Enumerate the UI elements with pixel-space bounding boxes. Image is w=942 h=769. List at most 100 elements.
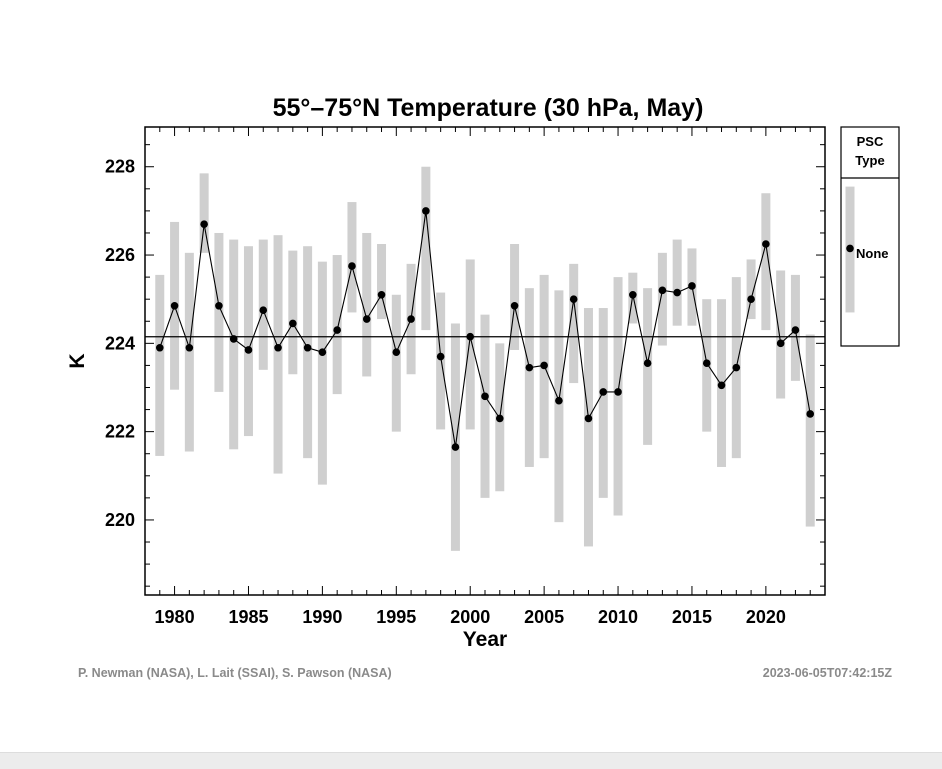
range-bar-2000	[465, 259, 475, 430]
x-tick-label-1995: 1995	[376, 607, 416, 627]
x-tick-label-2005: 2005	[524, 607, 564, 627]
range-bar-2010	[613, 277, 623, 516]
data-point-2001	[481, 392, 489, 401]
range-bar-2001	[480, 314, 490, 498]
range-bar-1991	[332, 255, 342, 395]
data-point-2007	[569, 295, 578, 303]
data-point-2013	[658, 286, 667, 295]
data-point-1998	[436, 352, 445, 361]
credit-text: P. Newman (NASA), L. Lait (SSAI), S. Paw…	[78, 666, 392, 680]
x-axis-title: Year	[463, 628, 507, 651]
range-bar-1999	[450, 323, 460, 551]
data-point-2002	[495, 414, 504, 423]
data-point-1984	[229, 335, 238, 343]
chart-title: 55°–75°N Temperature (30 hPa, May)	[273, 94, 704, 122]
data-point-2006	[555, 396, 563, 405]
y-tick-label-228: 228	[105, 157, 135, 177]
data-point-2022	[791, 326, 800, 334]
timestamp-text: 2023-06-05T07:42:15Z	[763, 666, 893, 680]
data-point-1988	[289, 319, 297, 328]
range-bar-2008	[583, 308, 593, 547]
data-point-2014	[673, 288, 681, 297]
data-point-2010	[614, 388, 622, 396]
data-point-2017	[717, 381, 726, 390]
data-point-2019	[747, 295, 755, 303]
range-bar-2019	[746, 259, 756, 320]
data-point-2005	[540, 361, 548, 370]
legend-title-line2: Type	[855, 153, 884, 168]
data-point-2021	[776, 339, 785, 348]
data-point-1997	[422, 207, 430, 215]
range-bar-1993	[362, 232, 372, 377]
data-point-2015	[688, 282, 696, 290]
plot-area	[145, 166, 825, 551]
range-bar-1998	[436, 292, 446, 430]
data-point-1991	[333, 326, 341, 334]
range-bar-1995	[391, 294, 401, 432]
data-point-1993	[362, 315, 371, 323]
data-point-1983	[215, 302, 223, 310]
range-bar-1981	[184, 252, 194, 452]
y-tick-label-222: 222	[105, 422, 135, 442]
x-tick-label-2010: 2010	[598, 607, 638, 627]
legend-marker	[846, 244, 854, 253]
data-point-1979	[155, 343, 164, 352]
x-tick-label-1985: 1985	[228, 607, 268, 627]
data-point-2003	[510, 302, 519, 310]
range-bar-1989	[303, 246, 313, 459]
y-axis-title: K	[66, 353, 89, 368]
data-point-1995	[392, 348, 401, 356]
range-bar-2013	[657, 252, 667, 346]
legend: PSC Type None	[840, 126, 900, 347]
data-point-2020	[762, 240, 770, 248]
legend-entry-label: None	[856, 246, 889, 261]
y-tick-label-226: 226	[105, 245, 135, 265]
range-bar-2007	[569, 263, 579, 384]
range-bar-2004	[524, 288, 534, 467]
data-point-2009	[599, 388, 608, 396]
data-point-1989	[303, 343, 312, 352]
data-point-2018	[732, 363, 741, 372]
data-point-2008	[584, 414, 593, 423]
range-bar-1990	[317, 261, 327, 485]
data-point-1981	[185, 343, 194, 352]
range-bar-2006	[554, 290, 564, 523]
range-bar-2003	[510, 244, 520, 350]
range-bar-2009	[598, 308, 608, 498]
y-tick-label-224: 224	[105, 333, 135, 353]
range-bar-1984	[229, 239, 239, 450]
y-tick-label-220: 220	[105, 510, 135, 530]
range-bar-1992	[347, 202, 357, 313]
data-point-1994	[377, 290, 386, 299]
range-bar-1994	[377, 244, 387, 320]
range-bar-1979	[155, 274, 165, 456]
data-point-2016	[702, 359, 711, 368]
range-bar-2020	[761, 193, 771, 331]
data-point-1987	[274, 343, 282, 352]
range-bar-2023	[805, 334, 815, 527]
x-tick-label-2020: 2020	[746, 607, 786, 627]
data-point-2000	[466, 332, 475, 341]
data-point-2011	[629, 290, 637, 299]
data-point-1985	[244, 346, 253, 354]
range-bar-1988	[288, 250, 298, 375]
range-bar-2021	[776, 270, 786, 399]
window-bottom-strip	[0, 752, 942, 769]
x-tick-label-2015: 2015	[672, 607, 712, 627]
data-point-1980	[170, 302, 179, 310]
legend-entry	[845, 186, 855, 313]
x-tick-label-2000: 2000	[450, 607, 490, 627]
legend-title-line1: PSC	[857, 134, 884, 149]
axes: 1980 1985 1990 1995 2000 2005 2010 2015 2020 220 2…	[105, 127, 825, 627]
data-point-1982	[200, 220, 208, 228]
data-point-2004	[525, 363, 534, 372]
data-point-1990	[318, 348, 327, 356]
x-tick-label-1990: 1990	[302, 607, 342, 627]
range-bar-1982	[199, 173, 209, 253]
range-bar-1985	[243, 246, 253, 437]
data-point-2012	[643, 359, 652, 368]
range-bar-1997	[421, 166, 431, 331]
range-bar-1986	[258, 239, 268, 370]
data-point-1992	[348, 262, 356, 270]
